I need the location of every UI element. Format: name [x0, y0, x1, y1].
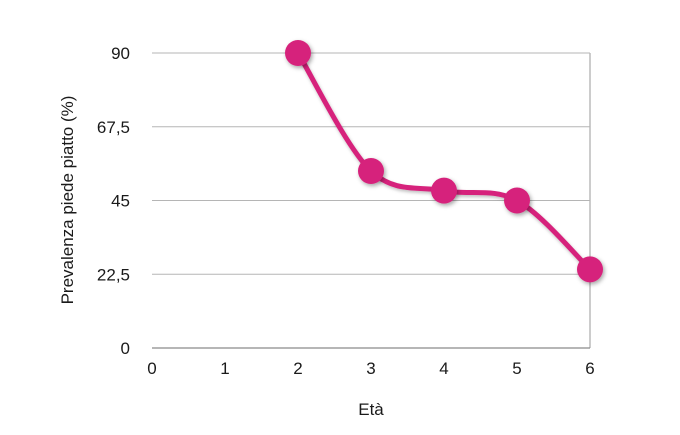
y-tick-label-0: 0: [121, 339, 130, 358]
x-tick-label-4: 4: [439, 359, 448, 378]
x-tick-label-5: 5: [512, 359, 521, 378]
y-tick-label-2: 45: [111, 192, 130, 211]
x-tick-label-6: 6: [585, 359, 594, 378]
x-tick-label-0: 0: [147, 359, 156, 378]
y-tick-label-3: 67,5: [97, 118, 130, 137]
x-tick-label-3: 3: [366, 359, 375, 378]
x-axis-ticks: 0 1 2 3 4 5 6: [147, 359, 594, 378]
y-axis-title: Prevalenza piede piatto (%): [58, 96, 77, 305]
data-point-0-4: [577, 256, 603, 283]
x-axis-title: Età: [358, 400, 384, 419]
data-point-0-0: [285, 40, 311, 66]
x-tick-label-1: 1: [220, 359, 229, 378]
y-axis-ticks: 0 22,5 45 67,5 90: [97, 44, 130, 358]
series-group: [285, 40, 603, 283]
y-tick-label-4: 90: [111, 44, 130, 63]
data-point-0-3: [504, 187, 530, 214]
series-line-0: [295, 50, 593, 272]
data-point-0-2: [431, 177, 457, 204]
data-point-0-1: [358, 158, 384, 184]
x-tick-label-2: 2: [293, 359, 302, 378]
y-tick-label-1: 22,5: [97, 265, 130, 284]
